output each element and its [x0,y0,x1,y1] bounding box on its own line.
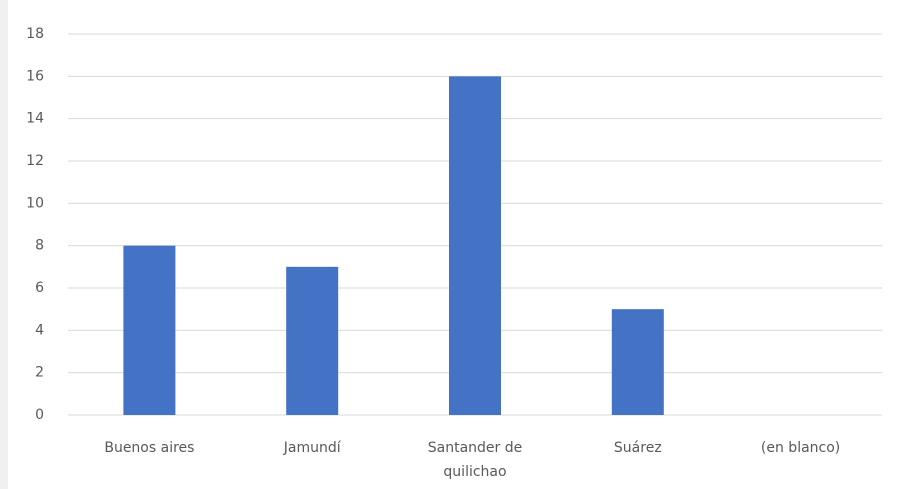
x-tick-label: Jamundí [283,440,342,456]
bar [123,245,176,415]
x-tick-label: Buenos aires [104,440,194,456]
y-tick-label: 10 [26,195,44,211]
y-tick-label: 6 [35,280,44,296]
y-tick-label: 18 [26,26,44,42]
y-tick-label: 2 [35,365,44,381]
y-tick-label: 16 [26,68,44,84]
bar [611,309,664,415]
bar [449,76,501,415]
y-tick-label: 0 [35,407,44,423]
y-tick-label: 8 [35,238,44,254]
x-tick-label: Suárez [614,440,662,456]
y-tick-label: 4 [35,322,44,338]
y-tick-label: 12 [26,153,44,169]
bar [286,266,339,415]
x-tick-label: Santander de quilichao [428,440,523,480]
y-tick-label: 14 [26,111,44,127]
x-tick-label: (en blanco) [761,440,840,456]
